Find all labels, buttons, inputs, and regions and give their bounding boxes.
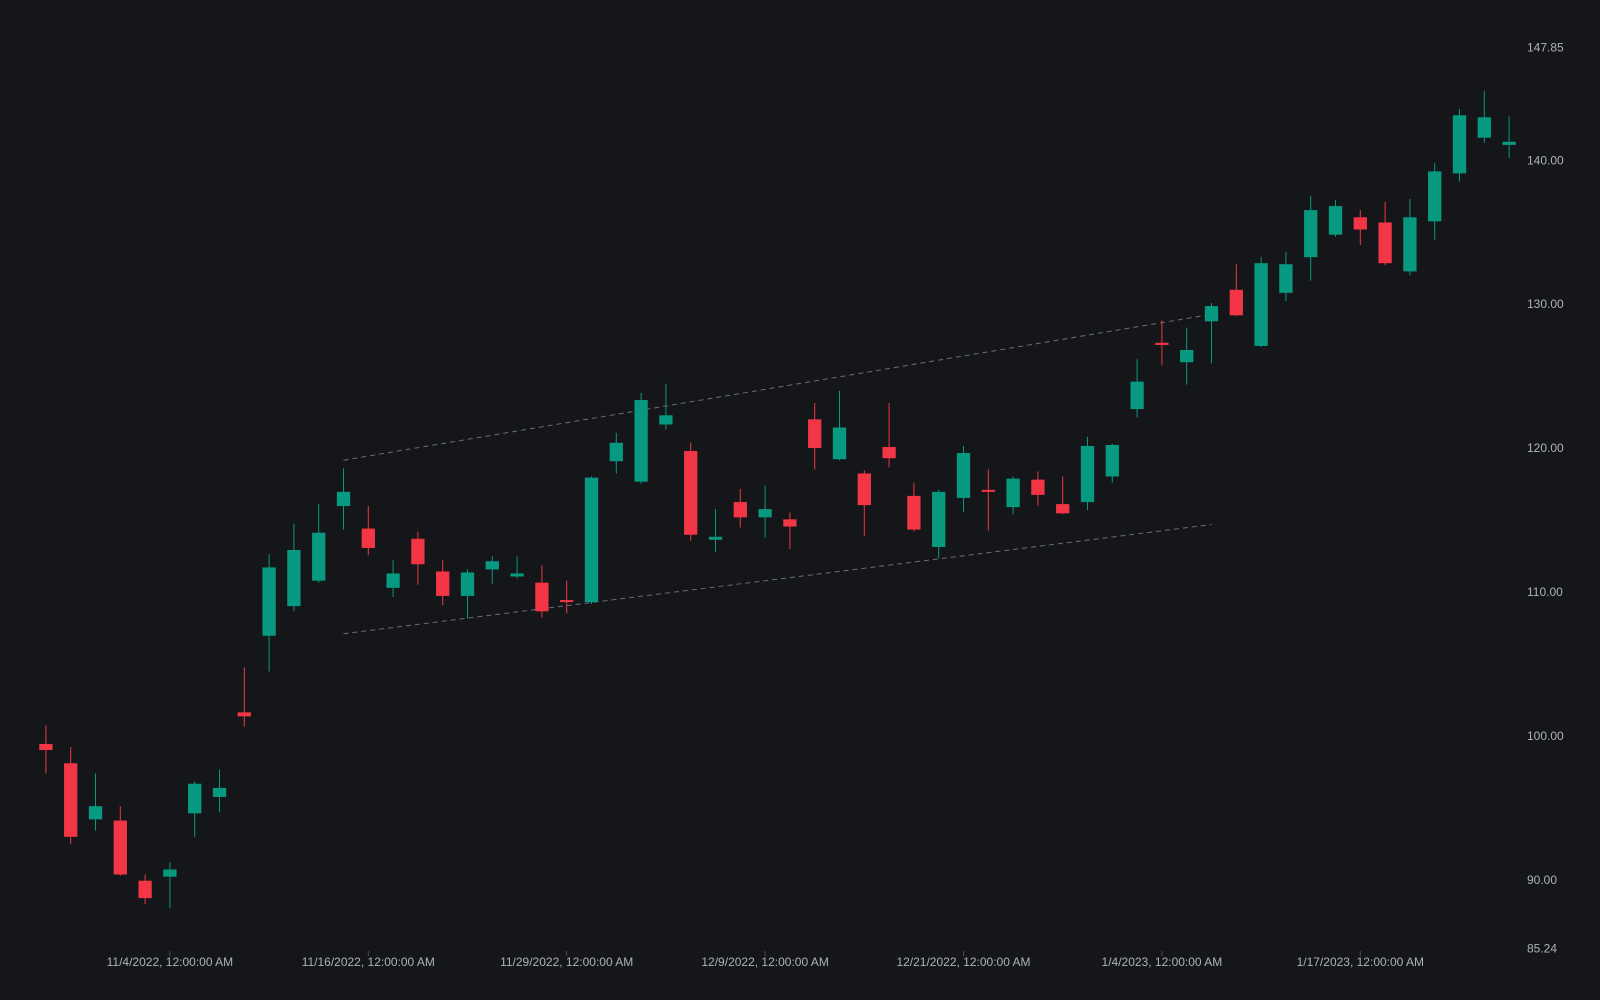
candle-body bbox=[932, 491, 946, 547]
x-tick-label: 12/9/2022, 12:00:00 AM bbox=[701, 955, 828, 969]
candle-body bbox=[386, 573, 400, 588]
x-tick-label: 1/17/2023, 12:00:00 AM bbox=[1297, 955, 1424, 969]
y-tick-label: 130.00 bbox=[1527, 297, 1564, 311]
candle-body bbox=[1006, 478, 1020, 508]
candle-body bbox=[64, 763, 78, 837]
candle-body bbox=[634, 400, 648, 482]
trendline bbox=[343, 524, 1212, 635]
trendline bbox=[343, 313, 1212, 461]
candle-body bbox=[1378, 222, 1392, 264]
candle-body bbox=[262, 567, 276, 636]
candle-body bbox=[535, 582, 549, 612]
candle-body bbox=[659, 415, 673, 425]
candle-body bbox=[1130, 381, 1144, 410]
candle-body bbox=[1180, 349, 1194, 363]
x-tick-label: 12/21/2022, 12:00:00 AM bbox=[896, 955, 1030, 969]
candle-body bbox=[708, 536, 723, 540]
x-tick-label: 11/16/2022, 12:00:00 AM bbox=[302, 955, 435, 969]
candle-body bbox=[584, 477, 599, 603]
candle-body bbox=[560, 600, 574, 603]
x-tick-label: 11/4/2022, 12:00:00 AM bbox=[107, 955, 234, 969]
candle-body bbox=[485, 561, 499, 570]
candle-body bbox=[1080, 445, 1095, 503]
candle-body bbox=[411, 538, 425, 565]
candle-body bbox=[237, 712, 251, 717]
candle-body bbox=[609, 442, 623, 462]
candle-body bbox=[212, 787, 227, 797]
x-tick-label: 11/29/2022, 12:00:00 AM bbox=[500, 955, 633, 969]
candle-body bbox=[1254, 263, 1268, 346]
y-tick-label: 85.24 bbox=[1527, 941, 1557, 955]
candle-body bbox=[907, 495, 921, 530]
candle-body bbox=[1403, 217, 1417, 272]
y-tick-label: 110.00 bbox=[1527, 585, 1563, 599]
y-tick-label: 120.00 bbox=[1527, 441, 1564, 455]
candle-body bbox=[312, 532, 326, 581]
candle-body bbox=[113, 820, 127, 875]
candle-body bbox=[758, 509, 772, 518]
candle-body bbox=[857, 473, 871, 506]
candle-body bbox=[138, 880, 152, 899]
candle-body bbox=[361, 528, 375, 548]
candle-body bbox=[956, 453, 971, 498]
candle-body bbox=[336, 491, 351, 507]
y-tick-label: 90.00 bbox=[1527, 873, 1557, 887]
candle-body bbox=[188, 783, 202, 814]
candle-body bbox=[1279, 264, 1293, 293]
candle-body bbox=[1105, 444, 1119, 477]
candle-body bbox=[460, 572, 475, 596]
candle-body bbox=[1452, 115, 1467, 174]
candle-body bbox=[1031, 479, 1045, 495]
candle-body bbox=[783, 519, 797, 527]
candle-body bbox=[1502, 141, 1516, 145]
candle-body bbox=[163, 869, 177, 877]
candle-body bbox=[832, 427, 847, 460]
candle-body bbox=[1428, 171, 1442, 222]
candle-body bbox=[1056, 504, 1070, 514]
candle-body bbox=[882, 446, 896, 459]
y-tick-label: 147.85 bbox=[1527, 40, 1564, 54]
candle-body bbox=[287, 550, 301, 607]
candle-body bbox=[1229, 289, 1243, 316]
candle-body bbox=[1304, 210, 1318, 258]
candle-body bbox=[88, 806, 103, 820]
candle-body bbox=[1204, 306, 1219, 322]
candle-body bbox=[808, 419, 822, 448]
x-tick-label: 1/4/2023, 12:00:00 AM bbox=[1102, 955, 1223, 969]
candle-body bbox=[733, 502, 747, 518]
candle-body bbox=[1353, 217, 1367, 230]
candle-body bbox=[684, 450, 698, 535]
candle-body bbox=[436, 571, 450, 596]
candle-body bbox=[39, 743, 53, 751]
y-tick-label: 140.00 bbox=[1527, 153, 1564, 167]
y-tick-label: 100.00 bbox=[1527, 729, 1564, 743]
candle-body bbox=[1477, 117, 1491, 138]
candle-body bbox=[1328, 206, 1343, 235]
candle-body bbox=[1155, 342, 1169, 345]
candle-body bbox=[510, 573, 524, 577]
candle-body bbox=[981, 489, 995, 492]
